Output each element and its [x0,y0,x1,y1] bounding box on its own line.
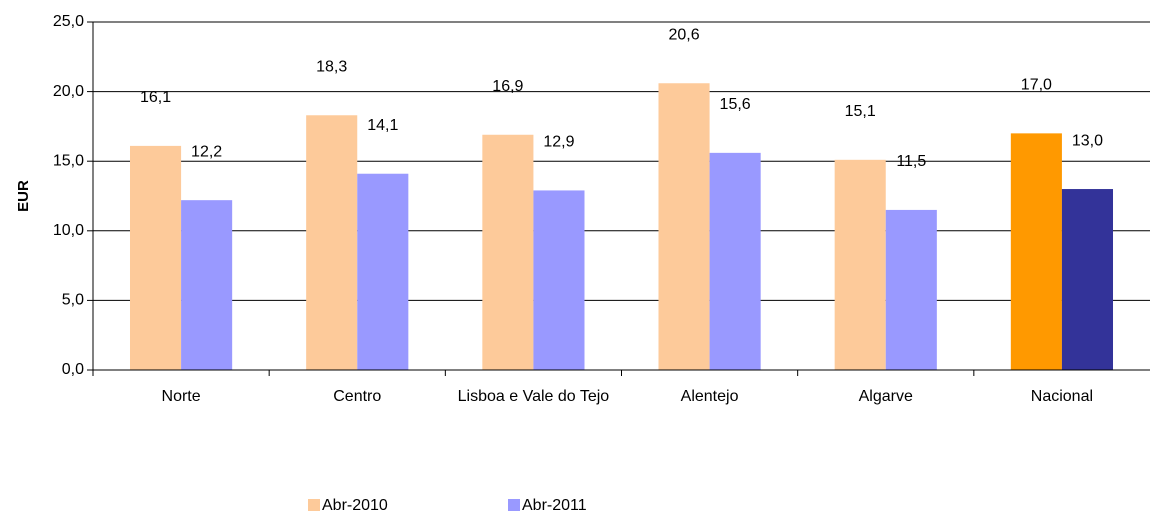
y-tick-label: 20,0 [53,83,84,100]
y-tick-label: 5,0 [62,292,84,309]
bar [834,159,886,370]
bar [357,173,409,370]
value-label: 15,6 [720,96,751,113]
bar [1010,133,1062,370]
y-tick-label: 0,0 [62,361,84,378]
bar [129,145,182,370]
value-label: 14,1 [367,117,398,134]
x-tick-label: Algarve [858,388,913,405]
legend-label: Abr-2011 [522,497,587,513]
x-tick-label: Nacional [1030,388,1094,405]
value-label: 20,6 [668,26,699,43]
y-tick-label: 10,0 [53,222,84,239]
value-label: 17,0 [1021,77,1052,94]
x-tick-label: Centro [333,388,382,405]
value-label: 16,9 [492,78,523,95]
legend-swatch [508,499,520,511]
y-axis-label: EUR [15,180,32,212]
bar [1061,189,1114,370]
bar [533,190,585,370]
value-label: 16,1 [140,89,171,106]
value-label: 15,1 [845,103,876,120]
value-label: 12,9 [543,134,574,151]
y-tick-label: 15,0 [53,152,84,169]
value-label: 13,0 [1072,132,1103,149]
bar [709,152,761,370]
bar [306,115,358,370]
bar [658,83,710,371]
x-tick-label: Alentejo [680,388,739,405]
legend-label: Abr-2010 [322,497,388,513]
legend-swatch [308,499,320,511]
x-tick-label: Lisboa e Vale do Tejo [457,388,610,405]
x-tick-label: Norte [161,388,201,405]
value-label: 18,3 [316,58,347,75]
value-label: 12,2 [191,143,222,160]
value-label: 11,5 [896,153,926,170]
bar [885,209,937,370]
bar [482,134,534,370]
bar [181,200,233,370]
y-tick-label: 25,0 [53,13,84,30]
